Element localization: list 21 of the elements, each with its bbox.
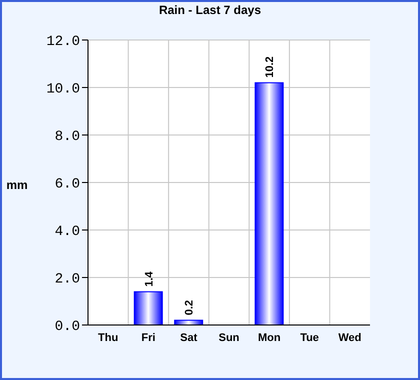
x-tick-label: Tue — [300, 332, 319, 344]
data-label: 0.2 — [184, 300, 196, 316]
y-tick-label: 8.0 — [54, 128, 80, 145]
x-tick-label: Thu — [98, 332, 118, 344]
x-tick-label: Fri — [141, 332, 156, 344]
y-tick-label: 2.0 — [54, 271, 80, 288]
data-label: 10.2 — [264, 56, 276, 78]
data-label: 1.4 — [143, 270, 156, 287]
bar — [254, 82, 284, 325]
x-tick-label: Mon — [258, 332, 281, 344]
x-tick-label: Wed — [338, 332, 362, 344]
x-tick-label: Sun — [218, 332, 240, 344]
chart-title: Rain - Last 7 days — [158, 3, 262, 17]
y-tick-label: 0.0 — [54, 318, 80, 335]
y-tick-label: 4.0 — [54, 224, 80, 240]
x-tick-label: Sat — [180, 332, 198, 344]
bar — [134, 291, 163, 325]
y-axis-title: mm — [6, 178, 28, 192]
y-tick-label: 12.0 — [46, 34, 80, 50]
y-tick-label: 6.0 — [54, 176, 80, 192]
y-tick-label: 10.0 — [46, 81, 80, 98]
